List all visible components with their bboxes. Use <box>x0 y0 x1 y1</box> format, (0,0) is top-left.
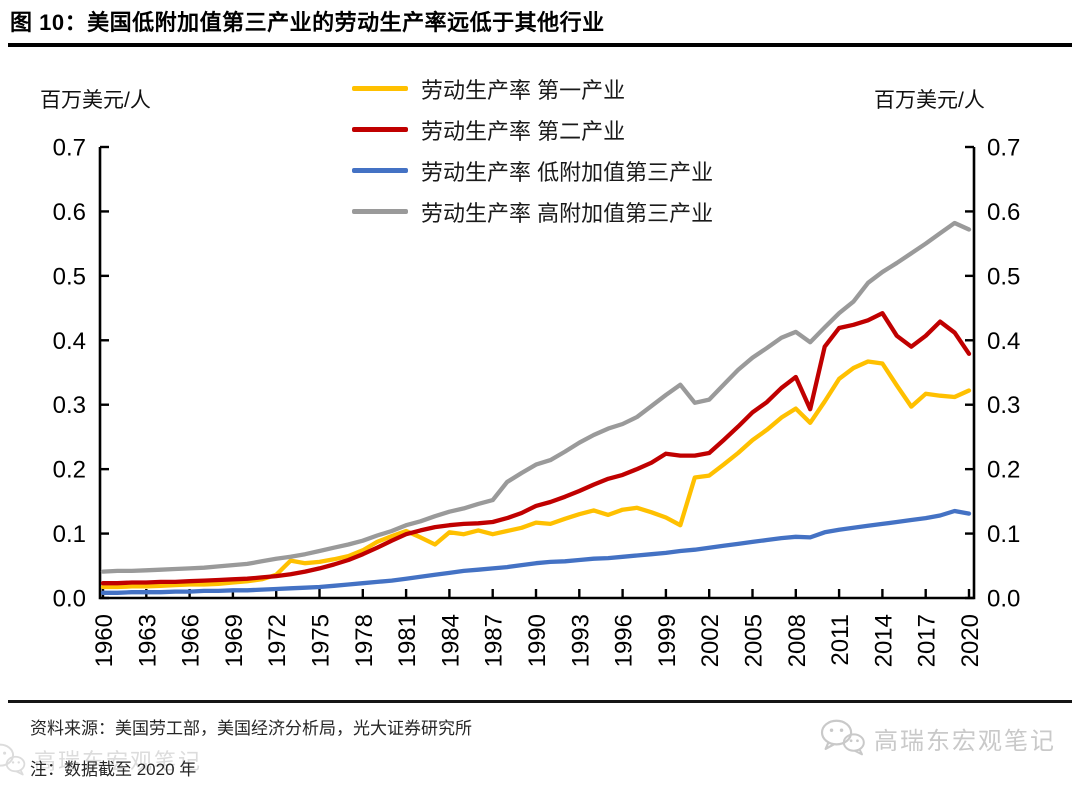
legend-swatch-tertiary-high <box>352 209 408 214</box>
y-tick-label-left: 0.3 <box>53 392 86 419</box>
watermark-text: 高瑞东宏观笔记 <box>34 749 203 774</box>
title-divider <box>8 43 1072 47</box>
legend-label: 劳动生产率 高附加值第三产业 <box>421 200 714 226</box>
x-tick-label: 1999 <box>654 614 681 667</box>
legend-item: 劳动生产率 高附加值第三产业 <box>352 191 713 232</box>
x-tick-label: 2017 <box>914 614 941 667</box>
legend-swatch-tertiary-low <box>352 168 408 173</box>
legend-swatch-secondary <box>352 127 408 132</box>
y-tick-label-right: 0.1 <box>987 521 1020 548</box>
x-tick-label: 1987 <box>481 614 508 667</box>
x-tick-label: 1960 <box>91 614 118 667</box>
wechat-icon <box>820 719 865 756</box>
x-tick-label: 2002 <box>697 614 724 667</box>
y-tick-label-left: 0.2 <box>53 457 86 484</box>
y-tick-label-right: 0.6 <box>987 199 1020 226</box>
series-line-tertiary-high <box>100 220 972 574</box>
legend-swatch-primary <box>352 86 408 91</box>
series-line-tertiary-low <box>100 508 972 595</box>
watermark-text: 高瑞东宏观笔记 <box>874 727 1056 755</box>
right-axis-unit-label: 百万美元/人 <box>874 89 985 112</box>
legend-label: 劳动生产率 低附加值第三产业 <box>421 159 714 185</box>
legend-item: 劳动生产率 第二产业 <box>352 109 713 150</box>
x-tick-label: 2008 <box>784 614 811 667</box>
legend-label: 劳动生产率 第二产业 <box>421 118 626 144</box>
x-tick-label: 1975 <box>308 614 335 667</box>
x-tick-label: 2011 <box>827 614 854 666</box>
chart-legend: 劳动生产率 第一产业 劳动生产率 第二产业劳动生产率 低附加值第三产业 劳动生产率 … <box>352 68 713 232</box>
data-cutoff-note: 注：数据截至 2020 年 <box>30 760 197 779</box>
y-tick-label-left: 0.1 <box>53 521 86 548</box>
x-tick-label: 1978 <box>351 614 378 667</box>
x-tick-label: 1993 <box>567 614 594 667</box>
y-tick-label-left: 0.6 <box>53 199 86 226</box>
y-tick-label-right: 0.3 <box>987 392 1020 419</box>
left-axis-unit-label: 百万美元/人 <box>40 89 151 112</box>
y-tick-label-right: 0.7 <box>987 135 1020 162</box>
x-tick-label: 1972 <box>264 614 291 667</box>
x-tick-label: 1996 <box>611 614 638 667</box>
watermark-bottom-right: 高瑞东宏观笔记 <box>818 718 1056 758</box>
legend-label: 劳动生产率 第一产业 <box>421 77 626 103</box>
series-line-primary <box>100 359 972 590</box>
figure-title: 图 10：美国低附加值第三产业的劳动生产率远低于其他行业 <box>10 10 605 35</box>
y-tick-label-left: 0.0 <box>53 586 86 613</box>
y-tick-label-left: 0.7 <box>53 135 86 162</box>
wechat-icon <box>0 743 26 776</box>
x-tick-label: 1966 <box>178 614 205 667</box>
x-tick-label: 1990 <box>524 614 551 667</box>
watermark-left-ghost: 高瑞东宏观笔记 <box>0 742 202 778</box>
y-tick-label-left: 0.4 <box>53 328 86 355</box>
x-tick-label: 2014 <box>870 614 897 667</box>
y-tick-label-right: 0.0 <box>987 586 1020 613</box>
y-tick-label-left: 0.5 <box>53 263 86 290</box>
x-tick-label: 1969 <box>221 614 248 667</box>
source-note: 资料来源：美国劳工部，美国经济分析局，光大证券研究所 <box>30 719 472 738</box>
x-tick-label: 2005 <box>741 614 768 667</box>
series-line-secondary <box>100 311 972 586</box>
x-tick-label: 2020 <box>957 614 984 667</box>
x-tick-label: 1963 <box>134 614 161 667</box>
y-tick-label-right: 0.4 <box>987 328 1020 355</box>
legend-item: 劳动生产率 第一产业 <box>352 68 713 109</box>
y-tick-label-right: 0.2 <box>987 457 1020 484</box>
x-tick-label: 1984 <box>437 614 464 667</box>
legend-item: 劳动生产率 低附加值第三产业 <box>352 150 713 191</box>
x-tick-label: 1981 <box>394 614 421 667</box>
y-tick-label-right: 0.5 <box>987 263 1020 290</box>
footer-divider <box>8 700 1072 703</box>
